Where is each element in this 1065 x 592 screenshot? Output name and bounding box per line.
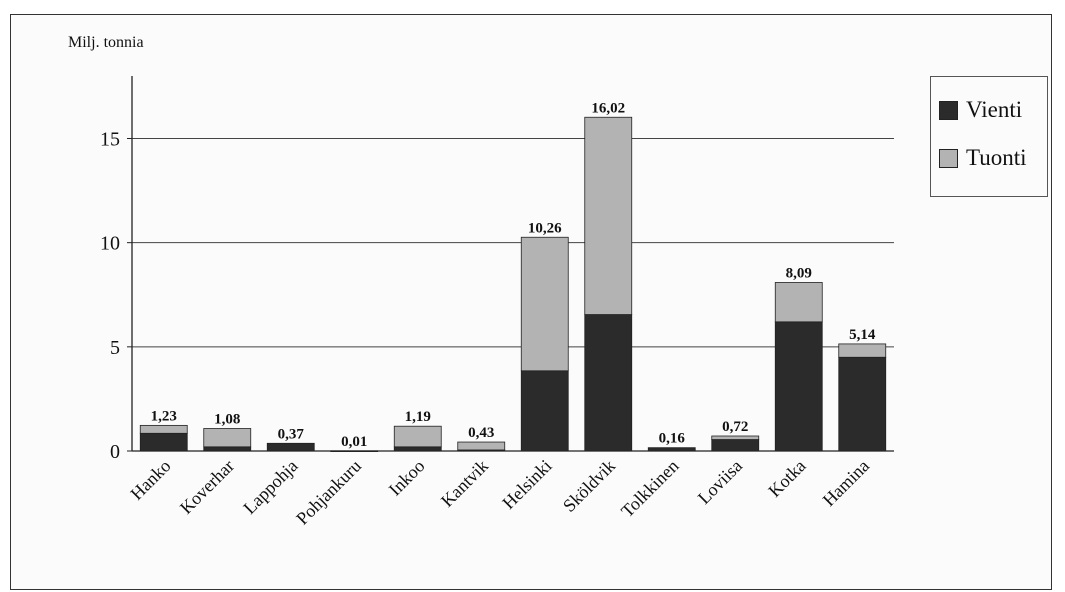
legend-item-tuonti: Tuonti [939,145,1027,171]
bar-total-label: 0,43 [468,425,494,441]
bar-vienti-loviisa [712,440,759,451]
y-tick-label: 5 [110,337,120,359]
x-tick-label: Lappohja [239,456,301,518]
x-tick-label: Hanko [126,456,174,504]
legend-swatch-vienti [939,101,958,120]
x-tick-label: Kotka [764,456,809,501]
legend-item-vienti: Vienti [939,97,1022,123]
y-axis-unit-label: Milj. tonnia [68,34,144,52]
bar-vienti-sköldvik [585,315,632,451]
bar-total-label: 1,19 [405,409,431,425]
bar-tuonti-sköldvik [585,117,632,314]
x-tick-label: Pohjankuru [292,456,365,529]
x-tick-label: Sköldvik [559,456,619,516]
bar-tuonti-hanko [140,425,187,433]
x-tick-label: Kantvik [437,456,492,511]
bar-tuonti-inkoo [394,426,441,447]
bar-tuonti-kantvik [458,442,505,450]
bar-total-label: 0,37 [278,426,305,442]
bar-vienti-hanko [140,433,187,451]
bar-total-label: 5,14 [849,327,876,343]
bar-total-label: 0,01 [341,434,367,450]
y-tick-label: 0 [110,441,120,463]
x-tick-label: Tolkkinen [617,456,683,522]
bar-vienti-koverhar [204,447,251,451]
bar-total-label: 10,26 [528,220,562,236]
x-tick-label: Hamina [819,456,873,510]
x-tick-label: Koverhar [176,456,238,518]
bar-vienti-lappohja [267,443,314,451]
bar-tuonti-koverhar [204,429,251,447]
bar-tuonti-helsinki [521,237,568,371]
legend-label-vienti: Vienti [966,97,1022,123]
y-tick-label: 15 [100,129,120,151]
bar-total-label: 0,72 [722,419,748,435]
bar-tuonti-kotka [775,282,822,321]
bar-vienti-hamina [839,357,886,451]
bar-vienti-helsinki [521,371,568,451]
bar-tuonti-hamina [839,344,886,357]
x-tick-label: Inkoo [385,456,429,500]
bar-tuonti-pohjankuru [331,451,378,452]
bar-tuonti-loviisa [712,436,759,440]
bar-total-label: 1,08 [214,412,240,428]
x-tick-label: Helsinki [498,456,555,513]
bar-total-label: 0,16 [659,431,686,447]
chart-legend: Vienti Tuonti [930,76,1048,197]
bar-vienti-inkoo [394,447,441,451]
bar-vienti-tolkkinen [648,448,695,451]
y-tick-label: 10 [100,233,120,255]
bar-total-label: 16,02 [591,100,625,116]
bar-total-label: 8,09 [786,265,812,281]
legend-swatch-tuonti [939,149,958,168]
bar-total-label: 1,23 [151,408,177,424]
bar-vienti-kotka [775,322,822,451]
x-tick-label: Loviisa [694,456,746,508]
legend-label-tuonti: Tuonti [966,145,1027,171]
